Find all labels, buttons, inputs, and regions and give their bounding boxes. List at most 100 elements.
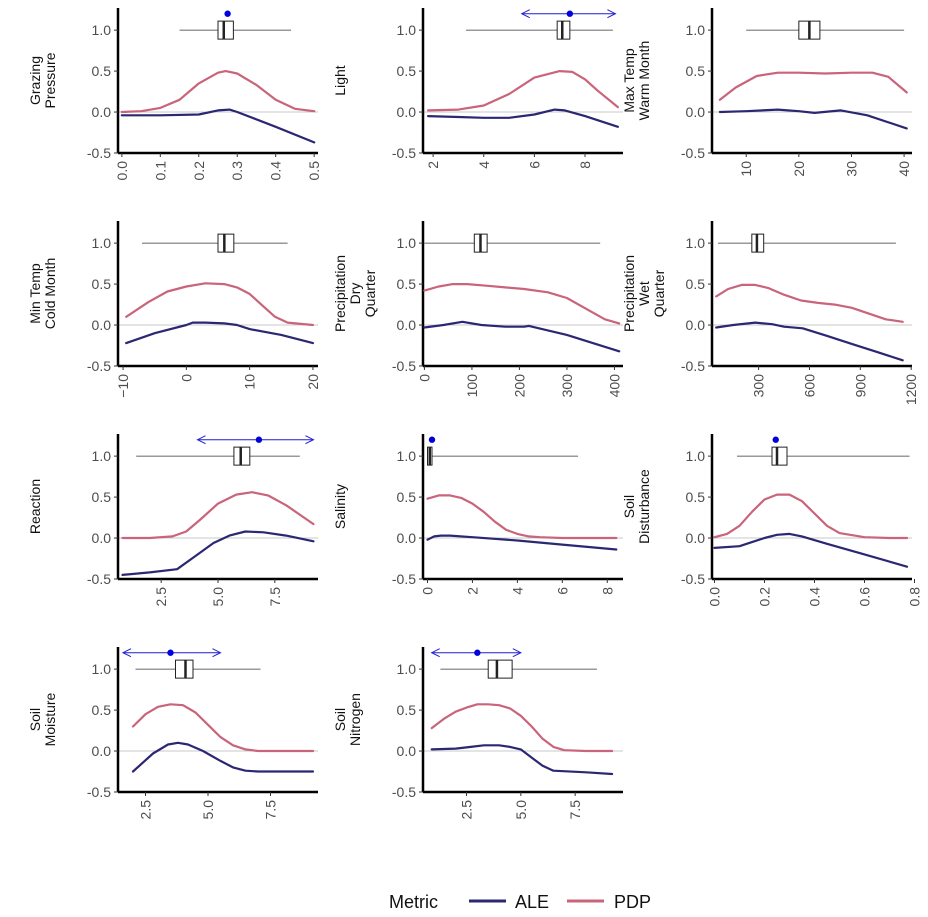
ci-arrowhead-right bbox=[212, 648, 222, 658]
y-axis-title: Grazing bbox=[27, 56, 43, 105]
y-axis-title: Moisture bbox=[42, 692, 58, 746]
y-tick-label: -0.5 bbox=[87, 784, 111, 800]
y-tick-label: 0.5 bbox=[397, 702, 417, 718]
y-tick-label: -0.5 bbox=[392, 784, 416, 800]
series-line-ale bbox=[713, 532, 909, 568]
series-line-ale bbox=[120, 108, 316, 144]
y-axis-title: Disturbance bbox=[636, 469, 652, 544]
box-iqr bbox=[217, 20, 234, 40]
x-tick-label: 0.4 bbox=[268, 161, 284, 181]
x-tick-label: 30 bbox=[843, 161, 859, 177]
ci-arrowhead-right bbox=[305, 435, 315, 445]
y-tick-label: 0.5 bbox=[686, 63, 706, 79]
x-tick-label: 1200 bbox=[903, 374, 919, 405]
y-axis-title: Pressure bbox=[42, 52, 58, 108]
y-axis-title: Cold Month bbox=[42, 258, 58, 330]
x-tick-label: 5.0 bbox=[200, 800, 216, 820]
x-tick-label: 0.3 bbox=[229, 161, 245, 181]
x-tick-label: −10 bbox=[115, 374, 131, 398]
x-tick-label: 600 bbox=[801, 374, 817, 398]
series-line-pdp bbox=[125, 282, 314, 327]
x-tick-label: 5.0 bbox=[513, 800, 529, 820]
series-line-ale bbox=[427, 108, 620, 128]
x-tick-label: 4 bbox=[509, 587, 525, 595]
y-tick-label: 0.0 bbox=[92, 530, 112, 546]
x-tick-label: 20 bbox=[305, 374, 321, 390]
legend-label-pdp: PDP bbox=[614, 892, 651, 912]
y-tick-label: -0.5 bbox=[87, 571, 111, 587]
y-axis-title: Soil bbox=[332, 708, 348, 731]
y-tick-label: 0.0 bbox=[92, 743, 112, 759]
optimum-point bbox=[428, 436, 436, 443]
y-tick-label: 0.0 bbox=[92, 317, 112, 333]
x-tick-label: 8 bbox=[599, 587, 615, 595]
y-tick-label: 1.0 bbox=[686, 448, 706, 464]
series-line-ale bbox=[426, 534, 618, 551]
panels: -0.5 0.0 0.5 1.0 0.0 0.1 0.2 0.3 0.4 0.5 Grazing Pr… bbox=[27, 8, 923, 819]
y-tick-label: 0.5 bbox=[92, 702, 112, 718]
y-tick-label: 0.0 bbox=[92, 104, 112, 120]
ci-arrowhead-right bbox=[512, 648, 522, 658]
x-tick-label: 0.2 bbox=[757, 587, 773, 607]
series-line-pdp bbox=[131, 703, 315, 753]
y-tick-label: 0.0 bbox=[397, 530, 417, 546]
y-tick-label: 1.0 bbox=[92, 661, 112, 677]
y-tick-label: 1.0 bbox=[397, 448, 417, 464]
y-tick-label: 0.5 bbox=[397, 489, 417, 505]
y-tick-label: 1.0 bbox=[92, 235, 112, 251]
y-tick-label: 0.0 bbox=[686, 317, 706, 333]
series-line-pdp bbox=[715, 283, 904, 323]
x-tick-label: 0.1 bbox=[152, 161, 168, 181]
y-tick-label: -0.5 bbox=[392, 145, 416, 161]
series-line-ale bbox=[718, 108, 908, 130]
y-tick-label: -0.5 bbox=[681, 571, 705, 587]
series-line-ale bbox=[423, 320, 621, 353]
x-tick-label: 200 bbox=[511, 374, 527, 398]
x-tick-label: 0.5 bbox=[306, 161, 322, 181]
panel-9: -0.5 0.0 0.5 1.0 2.5 5.0 7.5 Soil Moisture bbox=[27, 647, 318, 819]
y-tick-label: -0.5 bbox=[681, 145, 705, 161]
x-tick-label: 0.0 bbox=[114, 161, 130, 181]
x-tick-label: 8 bbox=[577, 161, 593, 169]
y-tick-label: 1.0 bbox=[397, 235, 417, 251]
y-axis-title: Salinity bbox=[332, 484, 348, 529]
series-line-pdp bbox=[121, 491, 315, 540]
panel-6: -0.5 0.0 0.5 1.0 2.5 5.0 7.5 Reaction bbox=[27, 434, 318, 606]
panel-3: -0.5 0.0 0.5 1.0 −10 0 10 20 Min Temp Cold Month bbox=[27, 221, 321, 398]
legend: Metric ALE PDP bbox=[389, 892, 651, 912]
x-tick-label: 6 bbox=[526, 161, 542, 169]
x-tick-label: 300 bbox=[559, 374, 575, 398]
x-tick-label: 0.8 bbox=[907, 587, 923, 607]
ci-arrowhead-left bbox=[121, 648, 132, 658]
series-line-pdp bbox=[430, 703, 614, 753]
x-tick-label: 0 bbox=[416, 374, 432, 382]
x-tick-label: 7.5 bbox=[263, 800, 279, 820]
y-tick-label: -0.5 bbox=[681, 358, 705, 374]
y-tick-label: 1.0 bbox=[686, 22, 706, 38]
y-tick-label: 1.0 bbox=[686, 235, 706, 251]
optimum-point bbox=[167, 649, 174, 656]
x-tick-label: 2.5 bbox=[138, 800, 154, 820]
y-axis-title: Dry bbox=[347, 283, 363, 305]
y-axis-title: Min Temp bbox=[27, 263, 43, 324]
y-axis-title: Soil bbox=[621, 495, 637, 518]
x-tick-label: 10 bbox=[738, 161, 754, 177]
ci-arrowhead-left bbox=[196, 435, 206, 445]
x-tick-label: 20 bbox=[791, 161, 807, 177]
y-tick-label: 0.5 bbox=[686, 489, 706, 505]
y-axis-title: Max Temp bbox=[621, 48, 637, 113]
series-line-ale bbox=[430, 744, 614, 776]
series-line-ale bbox=[715, 321, 904, 362]
series-line-pdp bbox=[713, 493, 909, 540]
y-tick-label: 0.0 bbox=[397, 104, 417, 120]
x-tick-label: 7.5 bbox=[267, 587, 283, 607]
panel-2: -0.5 0.0 0.5 1.0 10 20 30 40 Max Temp Warm Month bbox=[621, 8, 912, 177]
x-tick-label: 10 bbox=[242, 374, 258, 390]
panel-1: -0.5 0.0 0.5 1.0 2 4 6 8 Light bbox=[332, 8, 623, 169]
optimum-point bbox=[224, 10, 231, 17]
y-axis-title: Nitrogen bbox=[347, 693, 363, 746]
x-tick-label: 300 bbox=[751, 374, 767, 398]
y-tick-label: 0.5 bbox=[92, 63, 112, 79]
y-tick-label: 1.0 bbox=[397, 661, 417, 677]
